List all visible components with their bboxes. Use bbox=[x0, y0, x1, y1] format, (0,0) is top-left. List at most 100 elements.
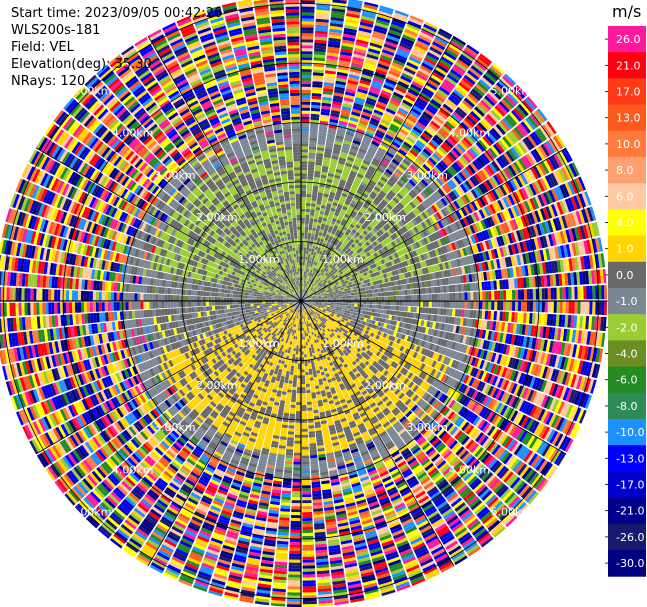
velocity-bin bbox=[329, 118, 339, 124]
velocity-bin bbox=[310, 110, 320, 115]
velocity-bin bbox=[355, 94, 366, 100]
velocity-bin bbox=[359, 21, 374, 28]
velocity-bin bbox=[301, 161, 308, 165]
velocity-bin bbox=[352, 286, 357, 290]
velocity-bin bbox=[324, 79, 335, 84]
velocity-bin bbox=[355, 42, 368, 48]
velocity-bin bbox=[359, 24, 373, 31]
velocity-bin bbox=[313, 239, 317, 244]
velocity-bin bbox=[301, 289, 303, 293]
velocity-bin bbox=[592, 285, 596, 300]
velocity-bin bbox=[529, 288, 533, 300]
velocity-bin bbox=[306, 188, 313, 192]
velocity-bin bbox=[364, 62, 376, 69]
velocity-bin bbox=[303, 259, 306, 263]
velocity-bin bbox=[303, 247, 307, 251]
velocity-bin bbox=[302, 286, 304, 290]
velocity-bin bbox=[327, 197, 334, 202]
velocity-bin bbox=[302, 268, 305, 272]
velocity-bin bbox=[315, 164, 322, 169]
velocity-bin bbox=[434, 301, 438, 308]
velocity-bin bbox=[314, 246, 319, 250]
velocity-bin bbox=[446, 285, 450, 293]
velocity-bin bbox=[306, 244, 310, 249]
velocity-bin bbox=[334, 86, 345, 92]
velocity-bin bbox=[328, 194, 335, 199]
velocity-bin bbox=[310, 254, 313, 258]
velocity-bin bbox=[301, 3, 315, 7]
velocity-bin bbox=[315, 228, 320, 232]
velocity-bin bbox=[301, 238, 304, 242]
velocity-bin bbox=[434, 293, 438, 301]
velocity-bin bbox=[301, 292, 303, 296]
velocity-bin bbox=[460, 309, 465, 318]
velocity-bin bbox=[353, 292, 358, 296]
velocity-bin bbox=[309, 134, 318, 139]
velocity-bin bbox=[413, 294, 418, 301]
velocity-bin bbox=[329, 28, 343, 34]
velocity-bin bbox=[322, 160, 330, 165]
velocity-bin bbox=[320, 111, 330, 116]
velocity-bin bbox=[322, 199, 328, 204]
velocity-bin bbox=[317, 222, 322, 227]
velocity-bin bbox=[331, 8, 346, 13]
velocity-bin bbox=[301, 122, 310, 126]
velocity-bin bbox=[306, 185, 313, 189]
velocity-bin bbox=[301, 68, 312, 73]
velocity-bin bbox=[363, 297, 367, 301]
velocity-bin bbox=[341, 309, 345, 313]
velocity-bin bbox=[592, 301, 596, 315]
velocity-bin bbox=[392, 291, 396, 296]
velocity-bin bbox=[333, 92, 344, 97]
velocity-bin bbox=[326, 52, 339, 57]
velocity-bin bbox=[305, 259, 308, 263]
velocity-bin bbox=[312, 87, 323, 91]
velocity-bin bbox=[318, 216, 323, 221]
velocity-bin bbox=[321, 297, 325, 299]
velocity-bin bbox=[350, 308, 354, 312]
velocity-bin bbox=[363, 294, 367, 298]
velocity-bin bbox=[571, 286, 575, 300]
velocity-bin bbox=[304, 238, 308, 242]
velocity-bin bbox=[401, 290, 405, 296]
velocity-bin bbox=[301, 229, 305, 233]
velocity-bin bbox=[341, 307, 346, 310]
velocity-bin bbox=[314, 33, 328, 38]
velocity-bin bbox=[356, 91, 367, 97]
velocity-bin bbox=[371, 289, 375, 294]
velocity-bin bbox=[339, 0, 347, 1]
velocity-bin bbox=[520, 289, 525, 300]
velocity-bin bbox=[344, 91, 356, 97]
velocity-bin bbox=[327, 173, 335, 178]
velocity-bin bbox=[308, 155, 316, 159]
velocity-bin bbox=[321, 102, 331, 107]
velocity-bin bbox=[532, 288, 536, 300]
velocity-bin bbox=[349, 71, 361, 77]
velocity-bin bbox=[323, 157, 331, 162]
velocity-bin bbox=[308, 161, 315, 165]
velocity-bin bbox=[349, 68, 362, 74]
velocity-bin bbox=[305, 274, 308, 278]
velocity-bin bbox=[301, 211, 306, 215]
velocity-bin bbox=[547, 301, 551, 313]
velocity-bin bbox=[301, 33, 314, 37]
velocity-bin bbox=[308, 254, 311, 258]
velocity-bin bbox=[340, 48, 353, 54]
velocity-bin bbox=[305, 280, 308, 284]
velocity-bin bbox=[332, 2, 347, 7]
velocity-bin bbox=[312, 242, 317, 247]
velocity-bin bbox=[301, 226, 305, 230]
velocity-bin bbox=[301, 193, 306, 197]
velocity-bin bbox=[318, 135, 327, 140]
velocity-bin bbox=[306, 271, 309, 276]
velocity-bin bbox=[308, 263, 311, 267]
velocity-bin bbox=[310, 263, 313, 267]
velocity-bin bbox=[380, 305, 385, 310]
velocity-bin bbox=[330, 304, 334, 306]
velocity-bin bbox=[472, 310, 477, 319]
velocity-bin bbox=[565, 301, 569, 314]
velocity-bin bbox=[301, 15, 315, 19]
velocity-bin bbox=[316, 9, 330, 14]
velocity-bin bbox=[318, 129, 327, 134]
velocity-bin bbox=[301, 80, 312, 85]
